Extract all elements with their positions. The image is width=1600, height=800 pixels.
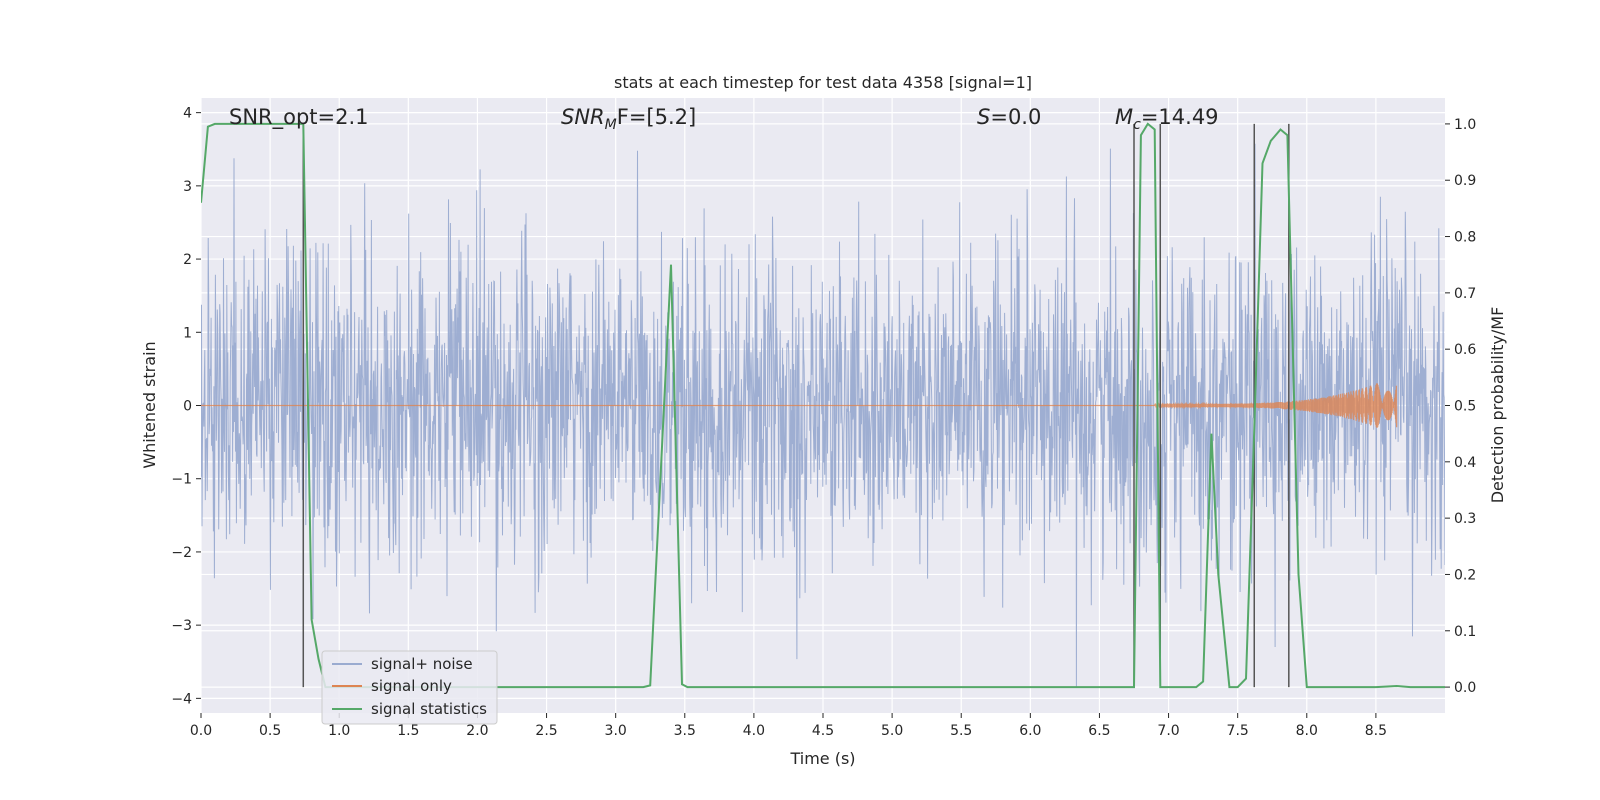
annotation-s-rest: =0.0 [990,105,1041,129]
x-tick-label: 7.5 [1227,723,1249,739]
x-tick-label: 1.5 [397,723,419,739]
signal-only-line [201,383,1398,428]
y-tick-label: 3 [183,179,192,195]
signal-statistics-line [201,122,1445,689]
legend: signal+ noise signal only signal statist… [321,650,498,725]
y2-tick-label: 0.1 [1454,624,1476,640]
chart-title: stats at each timestep for test data 435… [614,73,1032,92]
y-tick-label: −2 [171,545,192,561]
x-tick-label: 4.5 [812,723,834,739]
signal-statistics-series [201,122,1445,689]
y-tick-label: −3 [171,618,192,634]
x-tick-label: 5.5 [950,723,972,739]
y-axis-ticks: 4 3 2 1 0 −1 −2 −3 −4 [171,106,201,707]
legend-label-signal: signal only [371,677,452,695]
y2-tick-label: 0.5 [1454,399,1476,415]
x-tick-label: 6.0 [1019,723,1041,739]
x-tick-label: 0.0 [190,723,212,739]
y2-tick-label: 1.0 [1454,117,1476,133]
x-tick-label: 2.0 [466,723,488,739]
x-tick-label: 8.5 [1365,723,1387,739]
y2-tick-label: 0.6 [1454,342,1476,358]
y2-tick-label: 0.2 [1454,567,1476,583]
x-tick-label: 1.0 [328,723,350,739]
y-axis-label: Whitened strain [140,341,159,468]
x-tick-label: 2.5 [535,723,557,739]
annotation-snr-opt: SNR_opt=2.1 [229,105,369,130]
y2-tick-label: 0.3 [1454,511,1476,527]
y2-tick-label: 0.4 [1454,455,1476,471]
x-tick-label: 3.5 [674,723,696,739]
x-tick-label: 7.0 [1157,723,1179,739]
annotation-s: S=0.0 [977,105,1041,129]
y2-axis-label: Detection probability/MF [1488,307,1507,504]
y2-tick-label: 0.8 [1454,230,1476,246]
legend-label-stats: signal statistics [371,700,487,718]
y-tick-label: 0 [183,399,192,415]
x-axis-ticks: 0.0 0.5 1.0 1.5 2.0 2.5 3.0 3.5 4.0 4.5 5.0 5.5 6.0 6… [190,713,1387,739]
x-tick-label: 0.5 [259,723,281,739]
y2-tick-label: 0.7 [1454,286,1476,302]
x-tick-label: 5.0 [881,723,903,739]
annotation-mc-sub: c [1133,117,1141,133]
noise-series [201,143,1445,688]
annotation-snr-mf-sub: M [605,117,617,133]
y-tick-label: −4 [171,691,192,707]
legend-label-noise: signal+ noise [371,655,473,673]
annotation-mc: Mc=14.49 [1115,105,1219,133]
noise-line [201,143,1445,688]
y2-tick-label: 0.9 [1454,173,1476,189]
x-tick-label: 3.0 [605,723,627,739]
y2-tick-label: 0.0 [1454,680,1476,696]
annotation-s-label: S [977,105,990,129]
signal-only-series [201,383,1398,428]
y2-axis-ticks: 1.0 0.9 0.8 0.7 0.6 0.5 0.4 0.3 0.2 0.1 0.0 [1445,117,1476,696]
x-tick-label: 4.0 [743,723,765,739]
x-tick-label: 8.0 [1296,723,1318,739]
x-tick-label: 6.5 [1088,723,1110,739]
y-tick-label: 1 [183,325,192,341]
y-tick-label: 4 [183,106,192,122]
legend-box [321,650,498,725]
annotation-mc-label: M [1115,105,1133,129]
annotation-snr-mf-rest: F=[5.2] [617,105,696,129]
x-axis-label: Time (s) [789,749,855,768]
annotation-snr-mf-label: SNR [561,105,605,129]
annotation-mc-rest: =14.49 [1141,105,1219,129]
y-tick-label: 2 [183,252,192,268]
y-tick-label: −1 [171,472,192,488]
annotation-snr-mf: SNRMF=[5.2] [561,105,696,133]
